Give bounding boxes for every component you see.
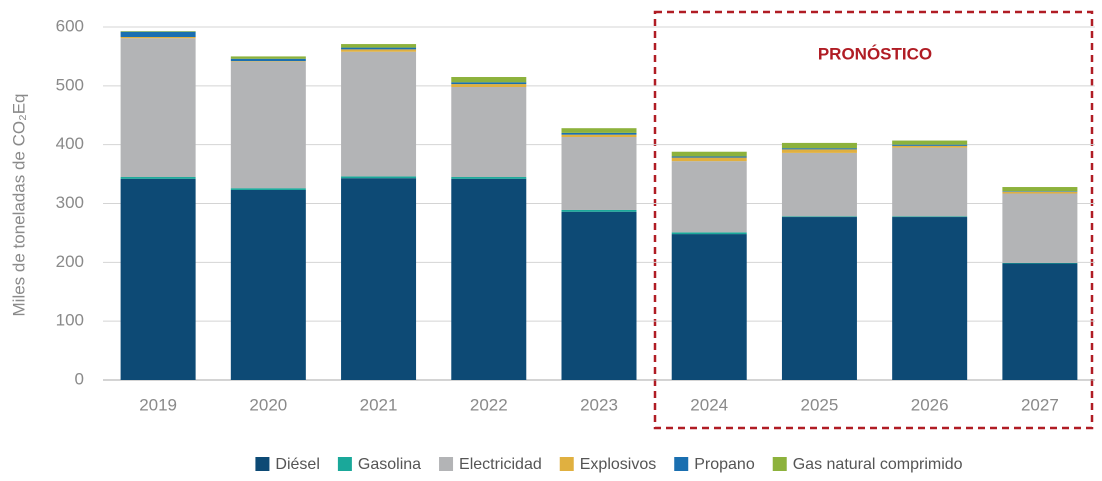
bar-segment [230,58,306,62]
bar-segment [341,176,417,179]
bar-segment [341,47,417,50]
bar-segment [781,148,857,150]
bar-segment [561,137,637,210]
bar-segment [561,132,637,135]
x-tick-label: 2020 [249,395,287,414]
bar-segment [341,178,417,380]
legend-label: Diésel [275,456,319,473]
bar-segment [120,38,196,178]
bar-segment [230,189,306,380]
bar-segment [892,147,968,217]
x-tick-label: 2023 [580,395,618,414]
bar-segment [892,144,968,146]
x-tick-label: 2027 [1021,395,1059,414]
legend-label: Gas natural comprimido [793,456,963,473]
y-tick-label: 0 [75,369,84,388]
bar-segment [781,217,857,380]
legend-swatch [559,457,574,471]
bar-segment [341,49,417,52]
bar-segment [451,178,527,380]
y-tick-label: 500 [56,75,84,94]
y-tick-label: 600 [56,16,84,35]
bar-segment [561,209,637,212]
bar-segment [671,161,747,233]
bar-segment [1002,187,1078,192]
bar-segment [671,232,747,235]
bar-segment [892,217,968,380]
bar-segment [1002,193,1078,263]
legend-swatch [674,457,689,471]
y-tick-label: 200 [56,252,84,271]
bar-segment [341,44,417,48]
y-tick-label: 300 [56,193,84,212]
bar-segment [120,31,196,38]
legend-label: Gasolina [358,456,421,473]
bar-segment [230,188,306,190]
legend-swatch [439,457,454,471]
x-tick-label: 2024 [690,395,728,414]
bar-segment [671,234,747,380]
legend-swatch [255,457,270,471]
bar-segment [892,145,968,148]
bar-segment [671,157,747,162]
bar-segment [120,178,196,380]
legend-swatch [772,457,787,471]
legend-swatch [337,457,352,471]
x-tick-label: 2019 [139,395,177,414]
bar-segment [451,87,527,178]
bar-segment [120,31,196,32]
x-tick-label: 2021 [360,395,398,414]
x-tick-label: 2025 [801,395,839,414]
bar-segment [451,177,527,179]
annotation: PRONÓSTICO [818,44,932,63]
y-tick-label: 400 [56,134,84,153]
bar-segment [781,149,857,153]
bar-segment [561,211,637,380]
bar-segment [341,51,417,177]
bar-segment [451,84,527,88]
bar-segment [892,216,968,218]
bar-segment [1002,262,1078,264]
bar-segment [120,177,196,179]
y-axis-label: Miles de toneladas de CO₂Eq [9,93,28,316]
y-tick-label: 100 [56,311,84,330]
bar-segment [561,134,637,138]
bar-segment [451,77,527,83]
bar-segment [230,61,306,62]
bar-segment [1002,191,1078,194]
x-tick-label: 2022 [470,395,508,414]
bar-segment [671,151,747,157]
bar-segment [892,140,968,145]
bar-segment [230,56,306,59]
legend-label: Propano [694,456,755,473]
bar-segment [451,82,527,85]
bar-segment [120,37,196,39]
bar-segment [781,152,857,217]
legend-label: Electricidad [459,456,542,473]
bar-segment [1002,263,1078,380]
bar-segment [781,142,857,149]
bar-segment [781,216,857,218]
bar-segment [230,61,306,189]
bar-segment [561,128,637,133]
legend-label: Explosivos [580,456,656,473]
x-tick-label: 2026 [911,395,949,414]
forecast-box [653,10,1094,430]
bar-segment [1002,191,1078,192]
bar-segment [671,156,747,158]
